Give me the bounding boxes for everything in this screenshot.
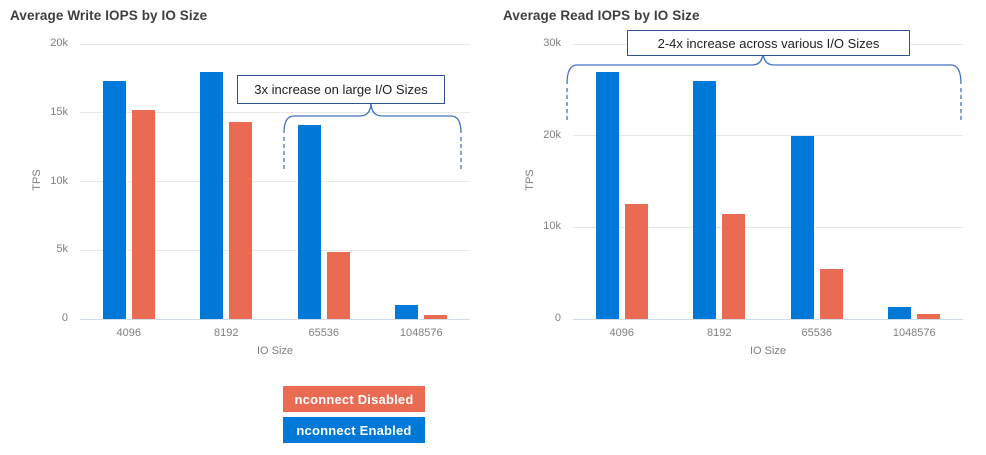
gridline <box>80 181 470 182</box>
bar-disabled-4096 <box>131 110 155 319</box>
y-tick-label: 30k <box>543 37 561 49</box>
bar-enabled-8192 <box>693 80 717 319</box>
bar-enabled-4096 <box>595 71 619 319</box>
gridline <box>80 249 470 251</box>
x-tick-label: 1048576 <box>399 327 443 339</box>
y-tick-label: 10k <box>50 174 68 187</box>
y-tick-label: 10k <box>543 220 561 233</box>
y-tick-label: 0 <box>554 312 561 324</box>
bar-disabled-1048576 <box>917 314 941 319</box>
bar-enabled-1048576 <box>395 305 419 319</box>
annotation-box: 3x increase on large I/O Sizes <box>237 75 445 104</box>
legend-enabled-badge: nconnect Enabled <box>283 417 425 443</box>
x-axis-line <box>80 318 470 320</box>
bar-enabled-1048576 <box>888 307 912 319</box>
bar-disabled-4096 <box>624 204 648 319</box>
bar-disabled-1048576 <box>424 314 448 319</box>
x-tick-label: 65536 <box>801 327 833 339</box>
bar-disabled-65536 <box>819 268 843 319</box>
y-tick-label: 5k <box>56 243 68 256</box>
bar-enabled-65536 <box>297 125 321 319</box>
x-tick-label: 65536 <box>308 327 340 339</box>
bar-disabled-8192 <box>229 122 253 319</box>
x-tick-label: 8192 <box>214 327 239 339</box>
chart-title: Average Read IOPS by IO Size <box>503 8 700 23</box>
x-axis-line <box>573 318 963 320</box>
bar-enabled-65536 <box>790 135 814 319</box>
write-iops-chart: Average Write IOPS by IO Size TPS 0 5k 10k… <box>10 8 470 357</box>
plot-area: 0 10k 20k 30k 4096 8192 65536 1048576 <box>493 0 986 455</box>
legend: nconnect Disabled nconnect Enabled <box>283 386 425 448</box>
annotation-box: 2-4x increase across various I/O Sizes <box>627 30 910 56</box>
x-axis-label: IO Size <box>256 345 294 357</box>
bar-enabled-4096 <box>102 81 126 319</box>
y-tick-label: 15k <box>50 105 68 118</box>
x-tick-label: 4096 <box>609 327 634 339</box>
y-tick-label: 20k <box>50 37 68 49</box>
annotation-text: 3x increase on large I/O Sizes <box>254 82 428 97</box>
read-iops-chart: Average Read IOPS by IO Size TPS 0 10k 20k… <box>493 0 986 455</box>
gridline <box>573 135 963 137</box>
bar-disabled-65536 <box>326 251 350 319</box>
x-tick-label: 4096 <box>116 327 141 339</box>
bar-disabled-8192 <box>722 213 746 319</box>
plot-area: 0 5k 10k 15k 20k 4096 8192 65536 1048576 <box>50 37 470 339</box>
x-tick-label: 8192 <box>707 327 732 339</box>
gridline <box>80 43 470 45</box>
x-axis-label: IO Size <box>749 345 787 357</box>
y-tick-label: 0 <box>61 312 68 324</box>
gridline <box>573 226 963 228</box>
legend-disabled-badge: nconnect Disabled <box>283 386 425 412</box>
annotation-text: 2-4x increase across various I/O Sizes <box>657 35 880 51</box>
chart-title: Average Write IOPS by IO Size <box>10 8 208 23</box>
bar-enabled-8192 <box>200 71 224 319</box>
gridline <box>80 112 470 114</box>
y-tick-label: 20k <box>543 128 561 141</box>
x-tick-label: 1048576 <box>892 327 936 339</box>
